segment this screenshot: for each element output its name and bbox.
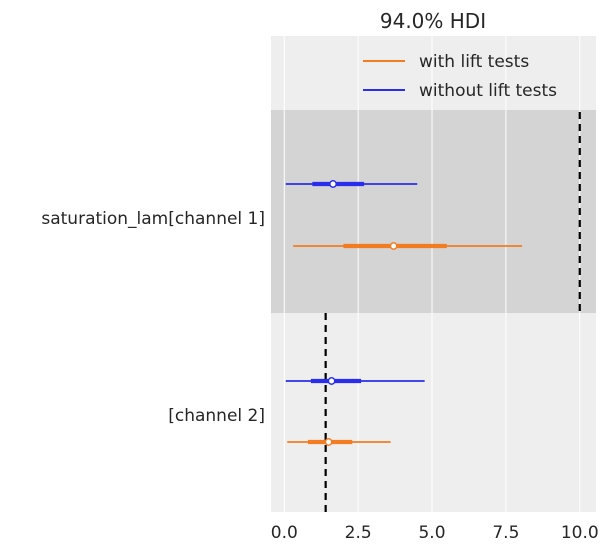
x-tick-label: 0.0 <box>271 523 298 543</box>
x-tick-label: 10.0 <box>561 523 599 543</box>
category-label: [channel 2] <box>168 406 265 426</box>
x-tick-label: 5.0 <box>418 523 445 543</box>
x-tick-label: 2.5 <box>345 523 372 543</box>
chart-title: 94.0% HDI <box>380 9 486 33</box>
shaded-band <box>271 110 596 313</box>
legend: with lift tests without lift tests <box>363 52 557 101</box>
reference-lines <box>324 112 581 514</box>
gridlines <box>283 36 581 512</box>
y-axis-categories: saturation_lam[channel 1] [channel 2] <box>41 209 265 426</box>
point-estimate <box>329 180 337 188</box>
point-estimate <box>327 377 336 385</box>
point-estimate <box>324 438 333 446</box>
shaded-bands <box>271 110 596 313</box>
x-axis-ticks: 0.0 2.5 5.0 7.5 10.0 <box>271 523 599 543</box>
legend-label: with lift tests <box>419 52 529 72</box>
interval-marks <box>285 180 523 446</box>
x-tick-label: 7.5 <box>492 523 519 543</box>
point-estimate <box>389 242 398 250</box>
legend-label: without lift tests <box>419 81 557 101</box>
category-label: saturation_lam[channel 1] <box>41 209 265 229</box>
